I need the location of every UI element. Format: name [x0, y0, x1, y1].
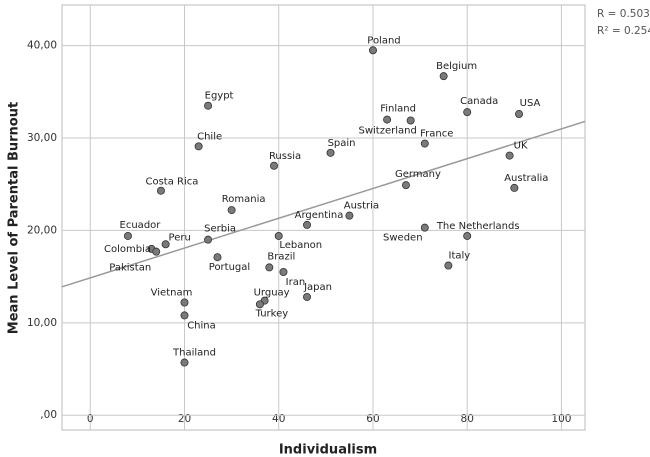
- point: [152, 247, 161, 256]
- point: [510, 183, 519, 192]
- point-label: Pakistan: [109, 263, 151, 274]
- point: [180, 311, 189, 320]
- x-tick-label: 20: [178, 413, 191, 425]
- point-label: Belgium: [436, 61, 477, 72]
- point: [505, 151, 514, 160]
- point: [156, 186, 165, 195]
- point-label: Portugal: [209, 262, 250, 273]
- point-label: Ecuador: [120, 220, 162, 231]
- point-label: Chile: [197, 131, 222, 142]
- point-label: Poland: [367, 35, 400, 46]
- point-label: Russia: [269, 151, 301, 162]
- y-tick-label: ,00: [40, 409, 57, 421]
- point-label: Argentina: [295, 210, 344, 221]
- x-tick-label: 40: [272, 413, 285, 425]
- point-label: Finland: [380, 104, 416, 115]
- x-tick-label: 80: [461, 413, 474, 425]
- point-label: Iran: [286, 277, 306, 288]
- point: [406, 116, 415, 125]
- y-axis-title: Mean Level of Parental Burnout: [7, 102, 22, 334]
- point-label: Germany: [395, 169, 441, 180]
- point-label: UK: [514, 141, 528, 152]
- point: [123, 231, 132, 240]
- annotation: R = 0.503: [597, 8, 650, 20]
- point-label: Egypt: [205, 91, 234, 102]
- point-label: Austria: [344, 201, 379, 212]
- point-label: Brazil: [267, 251, 295, 262]
- y-tick-label: 40,00: [27, 40, 57, 52]
- point: [326, 148, 335, 157]
- point-label: Turkey: [255, 308, 289, 319]
- point-label: Vietnam: [151, 288, 193, 299]
- point: [420, 223, 429, 232]
- point: [303, 292, 312, 301]
- y-tick-label: 20,00: [27, 224, 57, 236]
- point: [255, 300, 264, 309]
- point-label: Serbia: [204, 224, 236, 235]
- point-label: Australia: [504, 173, 548, 184]
- point: [180, 358, 189, 367]
- point-label: USA: [520, 98, 541, 109]
- point-label: Costa Rica: [146, 177, 199, 188]
- point: [204, 101, 213, 110]
- fit-line: [61, 120, 586, 288]
- point: [463, 231, 472, 240]
- annotation: R² = 0.254: [597, 25, 650, 37]
- point-label: France: [420, 129, 453, 140]
- point: [303, 220, 312, 229]
- point: [274, 231, 283, 240]
- point: [161, 240, 170, 249]
- x-tick-label: 60: [366, 413, 379, 425]
- point-label: Italy: [449, 251, 471, 262]
- point: [439, 72, 448, 81]
- point-label: Spain: [328, 138, 356, 149]
- x-tick-label: 100: [551, 413, 571, 425]
- point: [180, 298, 189, 307]
- point: [444, 261, 453, 270]
- point: [194, 142, 203, 151]
- point: [368, 46, 377, 55]
- point-label: The Netherlands: [436, 221, 520, 232]
- y-tick-label: 30,00: [27, 132, 57, 144]
- point-label: Peru: [169, 232, 191, 243]
- point: [345, 211, 354, 220]
- point-label: Romania: [222, 194, 266, 205]
- point: [383, 115, 392, 124]
- point-label: China: [187, 320, 216, 331]
- point: [270, 161, 279, 170]
- point: [463, 108, 472, 117]
- point: [420, 139, 429, 148]
- point: [204, 235, 213, 244]
- point: [515, 110, 524, 119]
- x-axis-title: Individualism: [279, 443, 377, 457]
- point-label: Thailand: [172, 348, 216, 359]
- x-tick-label: 0: [87, 413, 94, 425]
- point-label: Lebanon: [279, 240, 322, 251]
- point-label: Japan: [303, 282, 332, 293]
- point-label: Urguay: [254, 288, 290, 299]
- point-label: Switzerland: [358, 125, 416, 136]
- plot-area: [61, 4, 586, 431]
- point: [265, 263, 274, 272]
- y-tick-label: 10,00: [27, 317, 57, 329]
- point-label: Sweden: [383, 233, 423, 244]
- point: [227, 206, 236, 215]
- point: [279, 268, 288, 277]
- point-label: Canada: [460, 96, 498, 107]
- point: [213, 253, 222, 262]
- point: [401, 181, 410, 190]
- point-label: Colombia: [104, 244, 151, 255]
